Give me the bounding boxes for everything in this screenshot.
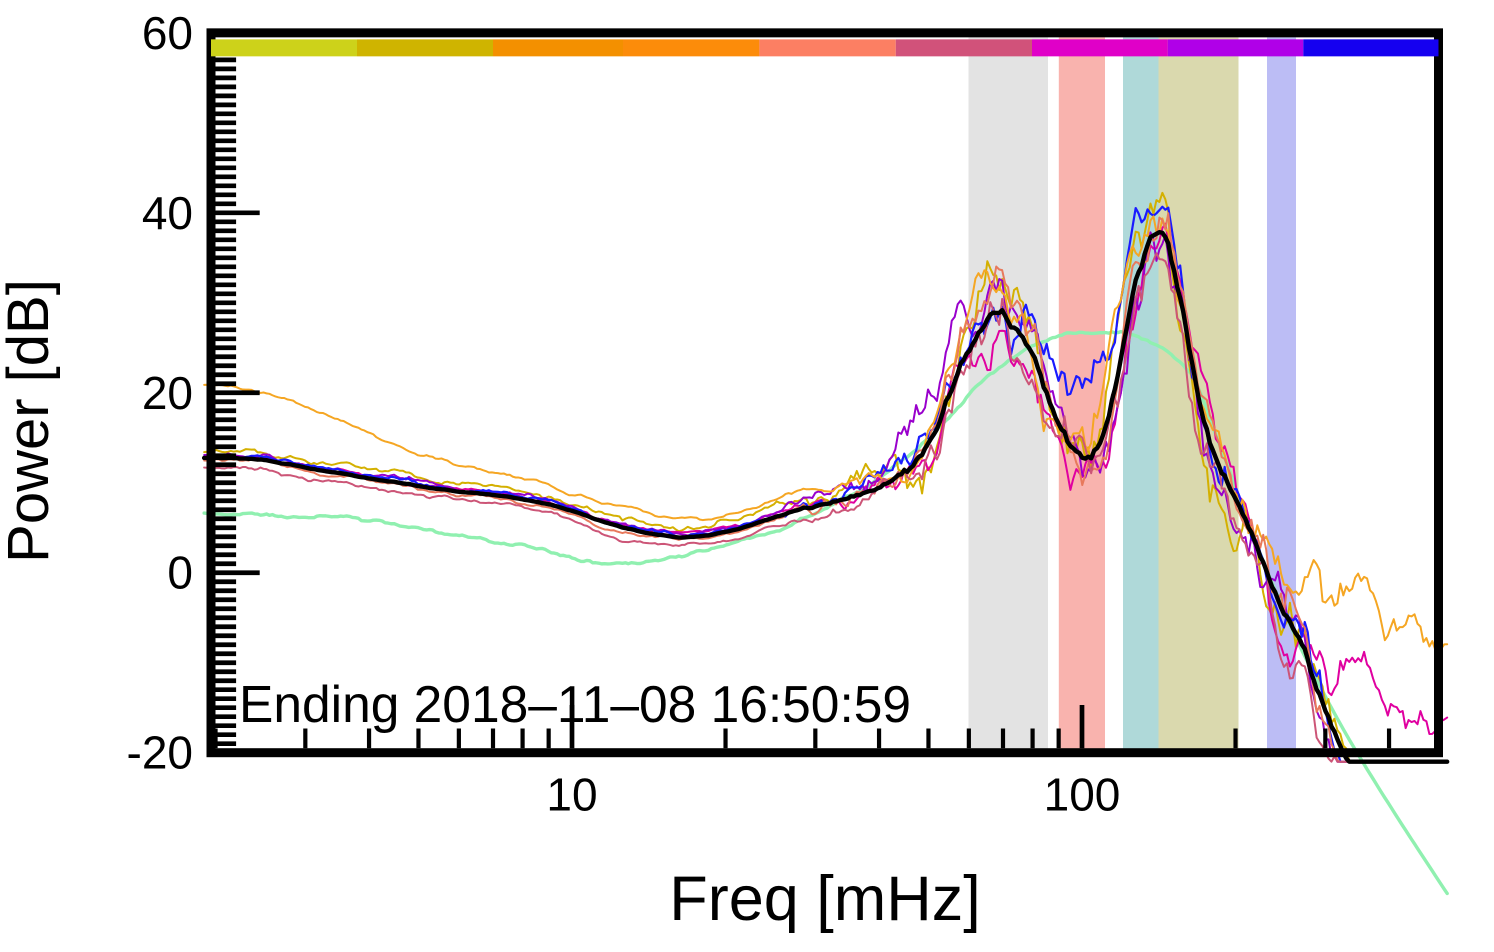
svg-text:-20: -20 [127,727,193,779]
svg-text:40: 40 [142,187,193,239]
svg-text:60: 60 [142,7,193,59]
svg-text:20: 20 [142,367,193,419]
svg-text:100: 100 [1044,769,1121,821]
svg-text:0: 0 [167,547,193,599]
svg-text:10: 10 [546,769,597,821]
svg-text:Power [dB]: Power [dB] [0,279,61,563]
svg-text:Freq [mHz]: Freq [mHz] [669,864,981,934]
svg-text:Ending 2018–11–08 16:50:59: Ending 2018–11–08 16:50:59 [239,675,911,733]
